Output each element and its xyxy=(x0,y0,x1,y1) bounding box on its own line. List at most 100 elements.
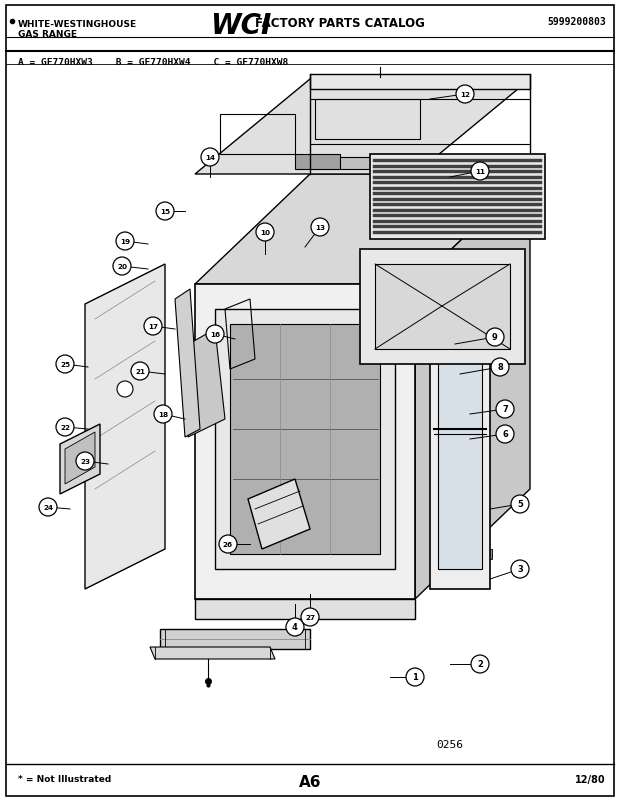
Polygon shape xyxy=(160,630,310,649)
Text: 7: 7 xyxy=(502,405,508,414)
Circle shape xyxy=(156,203,174,221)
Circle shape xyxy=(206,326,224,343)
Polygon shape xyxy=(150,647,275,659)
Text: A6: A6 xyxy=(299,774,321,789)
Circle shape xyxy=(471,163,489,180)
Circle shape xyxy=(256,224,274,241)
Circle shape xyxy=(39,498,57,516)
Polygon shape xyxy=(370,155,545,240)
Text: 13: 13 xyxy=(315,225,325,231)
Text: 22: 22 xyxy=(60,424,70,431)
Text: 16: 16 xyxy=(210,331,220,338)
Polygon shape xyxy=(373,221,542,223)
Bar xyxy=(484,314,492,325)
Circle shape xyxy=(511,561,529,578)
Polygon shape xyxy=(195,599,415,619)
Polygon shape xyxy=(430,294,490,589)
Text: WHITE-WESTINGHOUSE: WHITE-WESTINGHOUSE xyxy=(18,20,137,29)
Circle shape xyxy=(456,86,474,104)
Polygon shape xyxy=(85,265,165,589)
Text: 12/80: 12/80 xyxy=(575,774,606,784)
Polygon shape xyxy=(375,265,510,350)
Circle shape xyxy=(286,618,304,636)
Circle shape xyxy=(471,655,489,673)
Polygon shape xyxy=(195,80,530,175)
Text: 25: 25 xyxy=(60,362,70,367)
Text: 18: 18 xyxy=(158,411,168,418)
Circle shape xyxy=(113,257,131,276)
Circle shape xyxy=(491,358,509,376)
Circle shape xyxy=(511,496,529,513)
Circle shape xyxy=(144,318,162,335)
Circle shape xyxy=(301,608,319,626)
Polygon shape xyxy=(248,480,310,549)
Polygon shape xyxy=(373,231,542,234)
Circle shape xyxy=(117,382,133,398)
Polygon shape xyxy=(360,249,525,365)
Text: 9: 9 xyxy=(492,333,498,342)
Polygon shape xyxy=(373,160,542,163)
Polygon shape xyxy=(215,310,395,569)
Text: 0256: 0256 xyxy=(436,739,464,749)
Polygon shape xyxy=(373,209,542,213)
Bar xyxy=(484,549,492,559)
Text: 23: 23 xyxy=(80,459,90,464)
Circle shape xyxy=(56,355,74,374)
Text: 14: 14 xyxy=(205,155,215,160)
Polygon shape xyxy=(373,225,542,229)
Circle shape xyxy=(496,426,514,444)
Text: 26: 26 xyxy=(223,541,233,547)
Circle shape xyxy=(496,400,514,419)
Polygon shape xyxy=(373,165,542,168)
Text: 12: 12 xyxy=(460,92,470,98)
Polygon shape xyxy=(195,285,415,599)
Polygon shape xyxy=(310,158,410,170)
Text: 11: 11 xyxy=(475,168,485,175)
Polygon shape xyxy=(195,175,530,285)
Text: 3: 3 xyxy=(517,565,523,573)
Text: 6: 6 xyxy=(502,430,508,439)
Polygon shape xyxy=(310,75,530,90)
Polygon shape xyxy=(175,290,200,437)
Text: 19: 19 xyxy=(120,239,130,245)
Text: A = GF770HXW3    B = GF770HXW4    C = GF770HXW8: A = GF770HXW3 B = GF770HXW4 C = GF770HXW… xyxy=(18,58,288,67)
Circle shape xyxy=(201,149,219,167)
Polygon shape xyxy=(373,176,542,180)
Text: 5: 5 xyxy=(517,500,523,508)
Polygon shape xyxy=(373,171,542,174)
Polygon shape xyxy=(60,424,100,494)
Text: 17: 17 xyxy=(148,323,158,330)
Polygon shape xyxy=(373,182,542,184)
Text: * = Not Illustrated: * = Not Illustrated xyxy=(18,774,111,783)
Text: FACTORY PARTS CATALOG: FACTORY PARTS CATALOG xyxy=(255,17,425,30)
Text: 24: 24 xyxy=(43,504,53,510)
Polygon shape xyxy=(373,198,542,201)
Circle shape xyxy=(76,452,94,471)
Polygon shape xyxy=(438,314,482,569)
Text: 15: 15 xyxy=(160,209,170,215)
Polygon shape xyxy=(415,175,530,599)
Circle shape xyxy=(406,668,424,687)
Polygon shape xyxy=(65,432,95,484)
Circle shape xyxy=(311,219,329,237)
Circle shape xyxy=(486,329,504,346)
Text: 4: 4 xyxy=(292,622,298,632)
Polygon shape xyxy=(180,330,225,437)
Text: 20: 20 xyxy=(117,264,127,269)
Text: 27: 27 xyxy=(305,614,315,620)
Circle shape xyxy=(131,363,149,380)
Circle shape xyxy=(219,535,237,553)
Polygon shape xyxy=(295,155,340,170)
Polygon shape xyxy=(373,187,542,190)
Text: 1: 1 xyxy=(412,673,418,682)
Text: GAS RANGE: GAS RANGE xyxy=(18,30,77,39)
Text: 10: 10 xyxy=(260,229,270,236)
Polygon shape xyxy=(230,325,380,554)
Circle shape xyxy=(56,419,74,436)
Polygon shape xyxy=(373,215,542,217)
Text: 2: 2 xyxy=(477,660,483,669)
Polygon shape xyxy=(373,204,542,207)
Text: 8: 8 xyxy=(497,363,503,372)
Text: WCI: WCI xyxy=(210,12,272,40)
Text: eReplacementParts.com: eReplacementParts.com xyxy=(240,464,360,475)
